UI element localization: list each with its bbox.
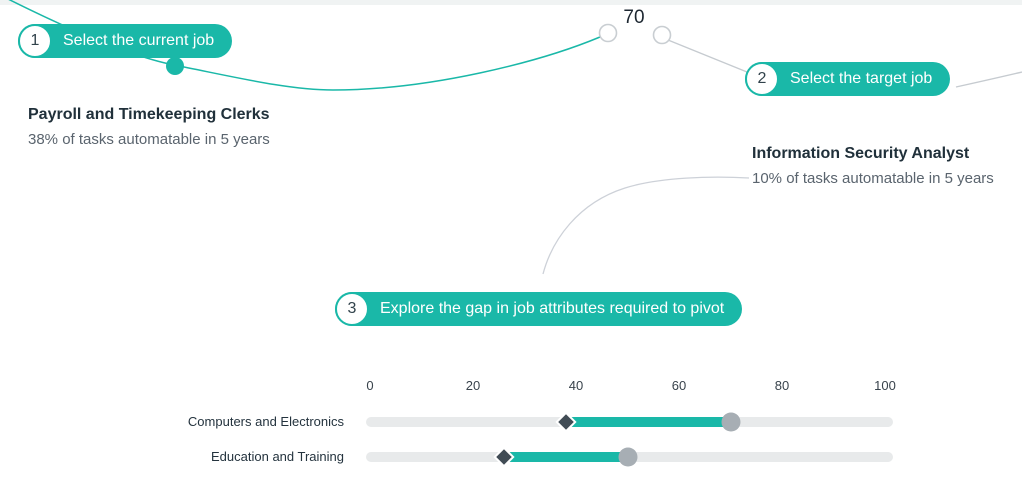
step-3-label: Explore the gap in job attributes requir…	[380, 300, 725, 317]
current-job-title: Payroll and Timekeeping Clerks	[28, 106, 270, 123]
axis-tick: 20	[465, 378, 481, 393]
axis-tick: 60	[671, 378, 687, 393]
slider-row: Computers and Electronics	[0, 404, 900, 439]
target-job-title: Information Security Analyst	[752, 145, 970, 162]
step-3-number: 3	[335, 292, 369, 326]
current-job-point[interactable]	[166, 57, 184, 75]
current-job-card: Payroll and Timekeeping Clerks 38% of ta…	[28, 106, 270, 148]
x-axis: 0 20 40 60 80 100	[366, 378, 896, 398]
step-badge-2: 2 Select the target job	[745, 62, 951, 96]
step-badge-3: 3 Explore the gap in job attributes requ…	[335, 292, 743, 326]
axis-tick: 80	[774, 378, 790, 393]
chart-point-right[interactable]	[652, 25, 672, 45]
target-job-leader-arc	[542, 176, 750, 275]
chart-point-left[interactable]	[598, 23, 618, 43]
point-value-label: 70	[623, 7, 645, 28]
step-1-number: 1	[18, 24, 52, 58]
slider-rows: Computers and Electronics Education and T…	[0, 404, 900, 474]
target-level-marker[interactable]	[721, 412, 740, 431]
attribute-label: Education and Training	[211, 449, 344, 464]
gap-range-fill	[565, 416, 731, 427]
target-level-marker[interactable]	[618, 447, 637, 466]
target-badge-leader-line	[667, 39, 748, 73]
slider-track[interactable]	[366, 412, 893, 431]
target-job-card: Information Security Analyst 10% of task…	[752, 145, 994, 187]
slider-row: Education and Training	[0, 439, 900, 474]
axis-tick: 100	[874, 378, 896, 393]
axis-tick: 0	[366, 378, 374, 393]
slider-track[interactable]	[366, 447, 893, 466]
step-2-number: 2	[745, 62, 779, 96]
axis-tick: 40	[568, 378, 584, 393]
step-2-label: Select the target job	[790, 70, 933, 87]
attribute-label: Computers and Electronics	[187, 414, 344, 429]
gap-range-fill	[503, 451, 628, 462]
current-job-subtitle: 38% of tasks automatable in 5 years	[28, 131, 270, 148]
top-edge-strip	[0, 0, 1022, 5]
step-badge-1: 1 Select the current job	[18, 24, 233, 58]
target-job-subtitle: 10% of tasks automatable in 5 years	[752, 170, 994, 187]
right-edge-curve	[955, 71, 1022, 88]
step-1-label: Select the current job	[63, 32, 215, 49]
